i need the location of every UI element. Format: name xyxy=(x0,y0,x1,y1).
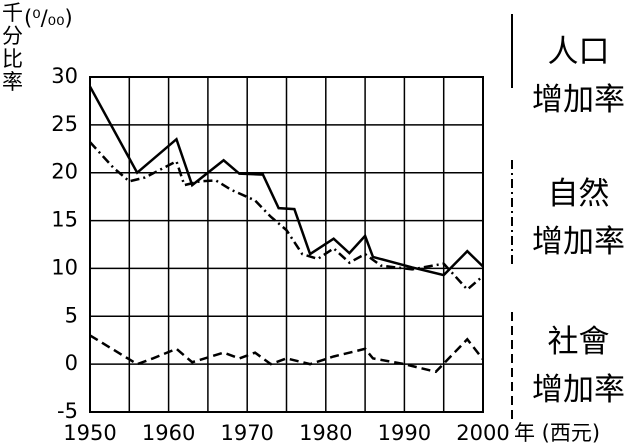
y-tick-label: 10 xyxy=(51,255,78,279)
series-line xyxy=(89,141,484,292)
series-line xyxy=(89,334,484,374)
x-tick-label: 2000 xyxy=(456,421,509,445)
y-tick-label: 5 xyxy=(65,303,78,327)
legend-label: 自然 增加率 xyxy=(532,176,625,260)
y-tick-label: 30 xyxy=(51,64,78,88)
legend-label: 社會 增加率 xyxy=(532,324,625,408)
x-tick-label: 1970 xyxy=(220,421,273,445)
x-tick-label: 1960 xyxy=(142,421,195,445)
y-tick-label: 20 xyxy=(51,160,78,184)
x-axis-label: 年 (西元) xyxy=(514,421,600,445)
x-tick-label: 1980 xyxy=(299,421,352,445)
y-tick-label: -5 xyxy=(57,399,78,423)
y-tick-label: 25 xyxy=(51,112,78,136)
x-tick-label: 1950 xyxy=(63,421,116,445)
y-axis-label: 千分比率 xyxy=(2,1,23,94)
y-tick-label: 15 xyxy=(51,208,78,232)
series-line xyxy=(88,85,484,277)
legend-label: 人口 增加率 xyxy=(532,34,625,118)
y-tick-label: 0 xyxy=(65,351,78,375)
plot-frame xyxy=(89,76,484,413)
y-unit: (⁰/₀₀) xyxy=(24,6,73,30)
x-tick-label: 1990 xyxy=(378,421,431,445)
